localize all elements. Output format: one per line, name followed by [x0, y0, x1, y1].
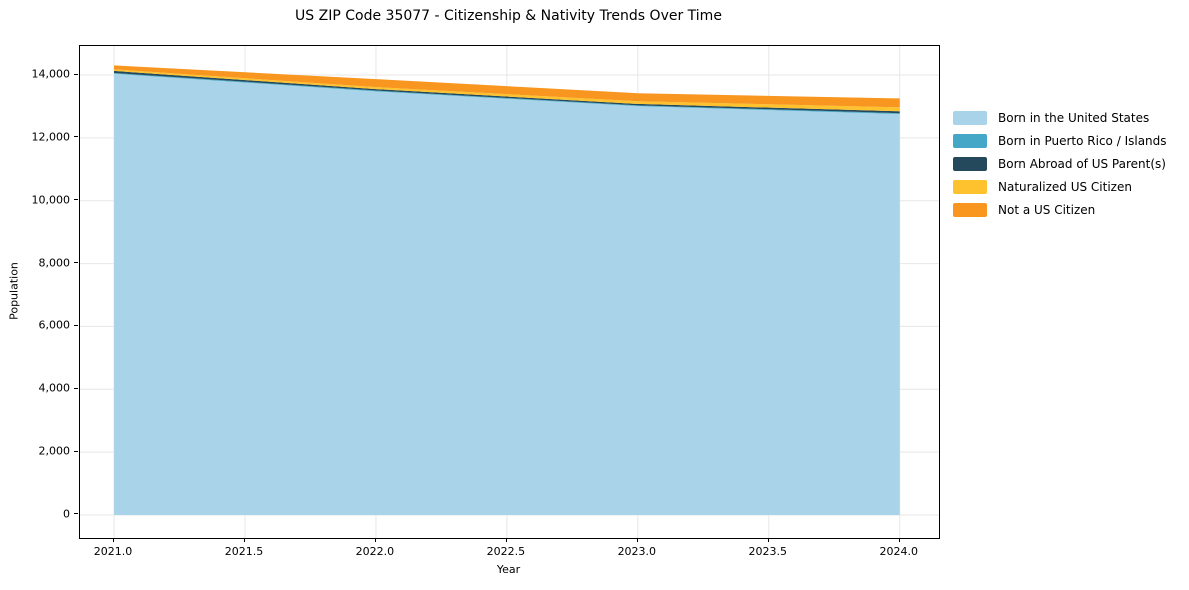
y-tickmark — [74, 199, 78, 201]
stacked-area-canvas — [80, 46, 939, 538]
area-series-3 — [114, 69, 900, 112]
plot-area — [79, 45, 940, 539]
y-tick-label: 2,000 — [38, 444, 71, 458]
y-tick-label: 12,000 — [31, 130, 71, 144]
legend-label: Not a US Citizen — [998, 202, 1096, 217]
legend-entry: Naturalized US Citizen — [953, 175, 1167, 198]
x-tickmark — [898, 538, 900, 542]
legend-entry: Born in the United States — [953, 106, 1167, 129]
legend-label: Born in Puerto Rico / Islands — [998, 133, 1167, 148]
y-tickmark — [74, 450, 78, 452]
x-tickmark — [113, 538, 115, 542]
legend-swatch-not-citizen — [953, 202, 987, 217]
y-tickmark — [74, 262, 78, 264]
y-tick-label: 10,000 — [31, 193, 71, 207]
legend-entry: Not a US Citizen — [953, 198, 1167, 221]
x-tick-label: 2023.0 — [617, 545, 657, 558]
legend-swatch-puerto-rico — [953, 133, 987, 148]
x-tickmark — [767, 538, 769, 542]
y-axis-label: Population — [7, 262, 21, 320]
y-tick-label: 14,000 — [31, 67, 71, 81]
chart-title: US ZIP Code 35077 - Citizenship & Nativi… — [295, 8, 722, 24]
legend-swatch-naturalized — [953, 179, 987, 194]
legend-label: Born in the United States — [998, 110, 1150, 125]
y-tick-label: 6,000 — [38, 318, 71, 332]
x-tick-label: 2021.5 — [224, 545, 264, 558]
y-tick-label: 0 — [63, 507, 70, 521]
legend-entry: Born in Puerto Rico / Islands — [953, 129, 1167, 152]
legend-label: Naturalized US Citizen — [998, 179, 1132, 194]
legend-swatch-born-us — [953, 110, 987, 125]
x-tick-label: 2021.0 — [93, 545, 133, 558]
y-tick-label: 4,000 — [38, 381, 71, 395]
legend: Born in the United States Born in Puerto… — [953, 106, 1167, 221]
area-series-4 — [114, 65, 900, 108]
legend-entry: Born Abroad of US Parent(s) — [953, 152, 1167, 175]
y-tickmark — [74, 387, 78, 389]
x-tickmark — [505, 538, 507, 542]
y-tickmark — [74, 513, 78, 515]
x-tick-label: 2024.0 — [879, 545, 918, 558]
area-series-0 — [114, 73, 900, 515]
legend-swatch-born-abroad — [953, 156, 987, 171]
x-tickmark — [374, 538, 376, 542]
x-axis-label: Year — [496, 563, 521, 576]
legend-label: Born Abroad of US Parent(s) — [998, 156, 1166, 171]
y-tickmark — [74, 73, 78, 75]
x-tick-label: 2022.5 — [486, 545, 526, 558]
x-tick-label: 2022.0 — [355, 545, 395, 558]
y-tick-label: 8,000 — [38, 256, 71, 270]
y-tickmark — [74, 324, 78, 326]
y-tickmark — [74, 136, 78, 138]
x-tick-label: 2023.5 — [748, 545, 788, 558]
x-tickmark — [636, 538, 638, 542]
x-tickmark — [243, 538, 245, 542]
